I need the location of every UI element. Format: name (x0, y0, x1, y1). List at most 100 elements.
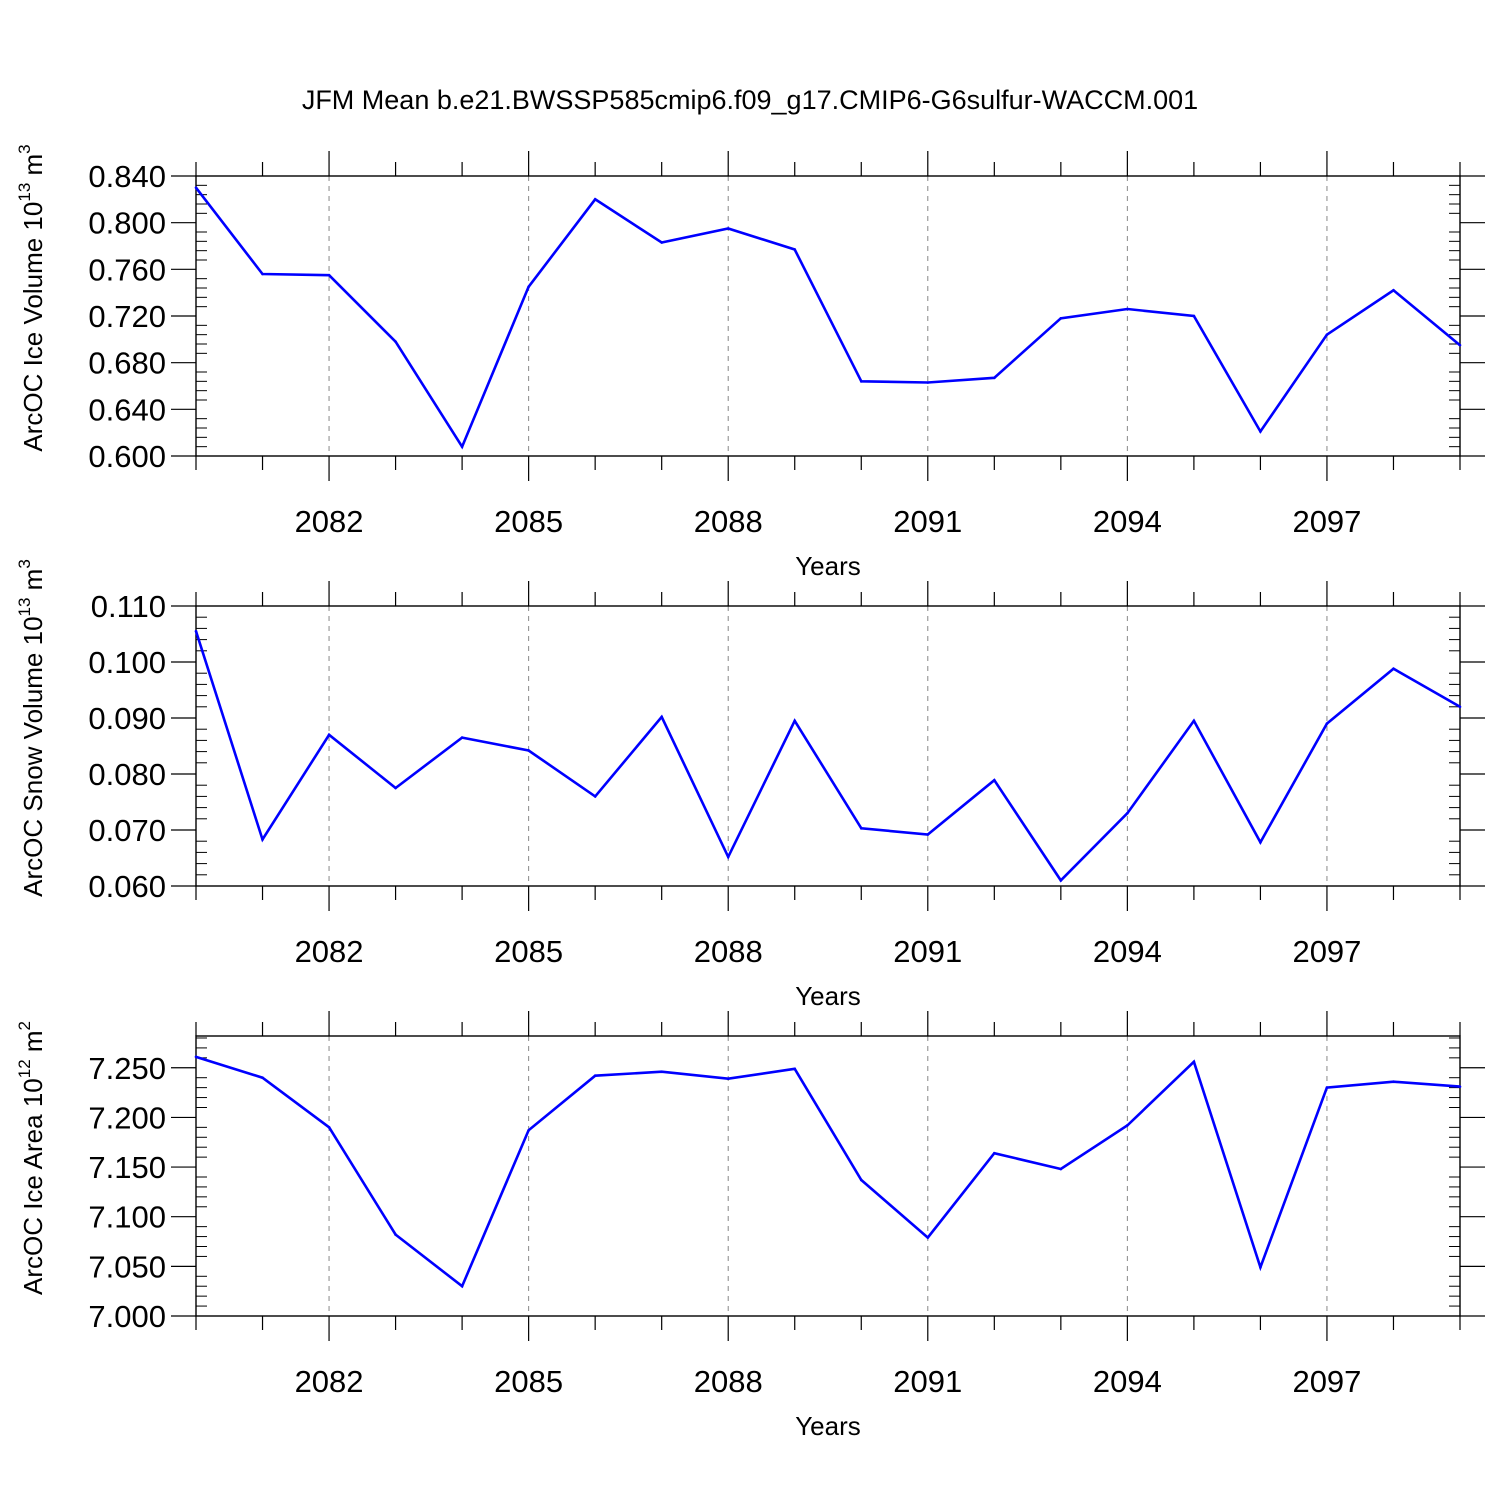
series-line (194, 186, 1461, 450)
y-tick-label: 7.200 (88, 1100, 166, 1135)
y-tick-label: 0.840 (88, 159, 166, 194)
y-tick-label: 0.090 (88, 701, 166, 736)
data-point (1259, 841, 1262, 844)
y-axis-label-unit: m (18, 1030, 48, 1059)
x-tick-label: 2082 (295, 504, 364, 539)
x-tick-label: 2082 (295, 1364, 364, 1399)
data-point (660, 1070, 663, 1074)
data-point (261, 272, 264, 276)
y-tick-label: 7.100 (88, 1200, 166, 1235)
data-point (1126, 1124, 1129, 1127)
data-point (793, 248, 797, 251)
x-tick-label: 2094 (1093, 934, 1162, 969)
y-axis-label: ArcOC Ice Area 1012 m2 (15, 1021, 48, 1295)
data-point (394, 786, 397, 790)
x-tick-label: 2094 (1093, 504, 1162, 539)
data-point (1059, 1167, 1063, 1171)
data-point (726, 1077, 730, 1080)
data-point (327, 733, 331, 737)
data-point (1192, 314, 1196, 318)
data-point (593, 795, 597, 798)
data-point (726, 855, 730, 859)
data-point (327, 273, 331, 277)
x-tick-label: 2082 (295, 934, 364, 969)
chart-panel-1: 0.600 0.640 0.680 0.720 0.760 0.800 0.840 2082 2… (15, 144, 1485, 581)
y-axis-label-unit-exponent: 3 (15, 559, 34, 568)
x-tick-label: 2085 (494, 504, 563, 539)
data-point (793, 1067, 797, 1071)
data-point (261, 838, 264, 841)
x-tick-label: 2085 (494, 1364, 563, 1399)
data-point (859, 827, 863, 830)
data-point (527, 1129, 530, 1132)
data-point (726, 227, 730, 230)
y-axis-label-unit-exponent: 2 (15, 1021, 34, 1030)
data-point (660, 241, 663, 244)
data-point (327, 1126, 331, 1129)
data-point (1259, 1266, 1262, 1269)
y-axis-label-unit: m (18, 154, 48, 183)
data-point (926, 381, 930, 384)
y-axis-label-main: ArcOC Ice Volume 10 (18, 202, 48, 452)
data-point (1126, 307, 1129, 311)
data-point (1458, 1085, 1462, 1088)
x-tick-label: 2097 (1292, 504, 1361, 539)
y-axis-label: ArcOC Ice Volume 1013 m3 (15, 144, 48, 451)
y-axis-label-main: ArcOC Ice Area 10 (18, 1078, 48, 1295)
data-point (1392, 1080, 1395, 1083)
data-point (527, 285, 530, 289)
data-point (1059, 317, 1063, 320)
figure-title: JFM Mean b.e21.BWSSP585cmip6.f09_g17.CMI… (302, 85, 1198, 115)
data-point (1192, 1060, 1196, 1064)
y-axis-label-main: ArcOC Snow Volume 10 (18, 616, 48, 896)
y-tick-label: 7.150 (88, 1150, 166, 1185)
plot-frame (195, 1035, 1461, 1317)
series-line (194, 630, 1461, 883)
data-point (1259, 430, 1262, 433)
data-point (527, 749, 530, 752)
y-tick-label: 0.720 (88, 299, 166, 334)
data-point (926, 833, 930, 836)
data-point (1325, 333, 1329, 336)
data-point (1192, 719, 1196, 723)
y-tick-label: 0.100 (88, 645, 166, 680)
plot-frame (195, 605, 1461, 887)
data-point (1392, 667, 1395, 671)
y-tick-label: 0.640 (88, 392, 166, 427)
x-tick-label: 2085 (494, 934, 563, 969)
x-tick-label: 2088 (694, 934, 763, 969)
y-tick-label: 7.000 (88, 1299, 166, 1334)
data-point (394, 340, 397, 343)
data-point (194, 186, 198, 189)
data-point (460, 736, 464, 739)
x-axis-label: Years (795, 1411, 861, 1441)
chart-panel-2: 0.060 0.070 0.080 0.090 0.100 0.110 2082 2085 20… (15, 559, 1485, 1011)
data-point (793, 719, 797, 723)
y-tick-label: 0.060 (88, 869, 166, 904)
x-tick-label: 2091 (893, 934, 962, 969)
data-point (593, 1074, 597, 1078)
x-tick-label: 2097 (1292, 934, 1361, 969)
data-point (261, 1076, 264, 1080)
y-axis-label-exponent: 13 (15, 183, 34, 202)
x-axis-label: Years (795, 981, 861, 1011)
data-point (194, 1055, 198, 1059)
x-tick-label: 2094 (1093, 1364, 1162, 1399)
y-axis-label-unit-exponent: 3 (15, 144, 34, 153)
data-point (460, 1284, 464, 1288)
x-tick-label: 2097 (1292, 1364, 1361, 1399)
data-point (993, 1151, 996, 1155)
data-point (926, 1236, 930, 1239)
y-axis-label: ArcOC Snow Volume 1013 m3 (15, 559, 48, 897)
y-tick-label: 0.800 (88, 206, 166, 241)
chart-panel-3: 7.000 7.050 7.100 7.150 7.200 7.250 2082 2085 20… (15, 1011, 1485, 1441)
series-line (195, 1055, 1461, 1289)
data-point (993, 778, 996, 782)
y-tick-label: 7.050 (88, 1249, 166, 1284)
y-axis-label-exponent: 13 (15, 598, 34, 617)
data-point (460, 445, 464, 448)
data-point (1325, 722, 1329, 725)
data-point (1126, 811, 1129, 815)
data-point (593, 198, 597, 201)
